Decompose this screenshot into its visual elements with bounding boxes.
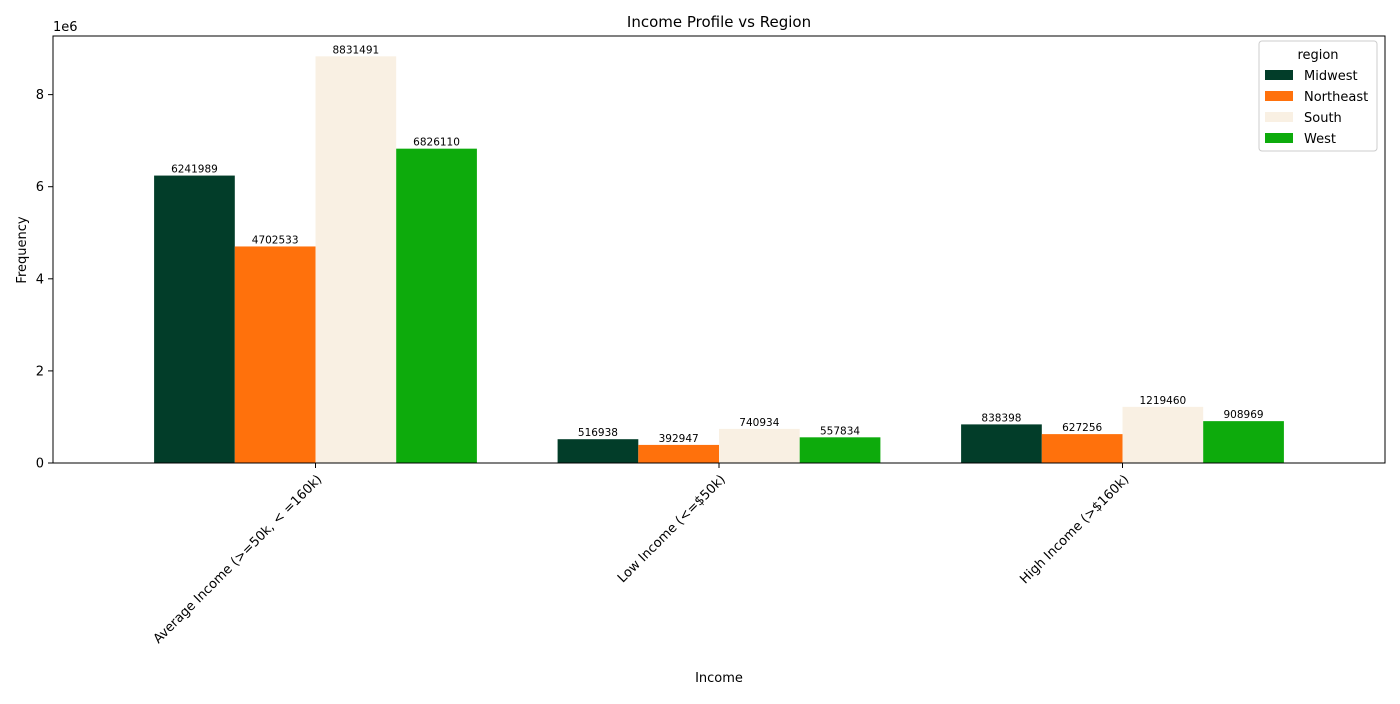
data-label-midwest-0: 6241989 [171,164,218,176]
plot-frame [52,35,1386,464]
legend-title: region [1297,48,1338,63]
data-label-northeast-2: 627256 [1062,422,1102,434]
legend-items: Midwest Northeast South West [1265,69,1368,147]
legend-label-west: West [1304,132,1336,147]
y-tick-label-4: 8 [36,88,44,103]
y-tick-label-3: 6 [36,180,44,195]
bar-northeast-2 [1041,434,1123,463]
x-axis-label: Income [695,671,743,686]
legend-label-northeast: Northeast [1304,90,1368,105]
legend-swatch-northeast [1265,91,1293,101]
data-label-northeast-0: 4702533 [252,234,299,246]
y-axis-label: Frequency [15,216,30,283]
bar-south-1 [719,428,800,463]
bars-layer [154,56,1284,464]
bar-west-0 [396,148,477,464]
data-label-south-0: 8831491 [332,44,379,56]
bar-south-0 [315,56,397,463]
data-label-northeast-1: 392947 [659,433,699,445]
data-label-west-1: 557834 [820,425,860,437]
y-tick-label-1: 2 [36,364,44,379]
legend-swatch-south [1265,112,1293,122]
data-labels-layer: 6241989 516938 838398 4702533 392947 627256 88… [171,44,1264,445]
legend: region Midwest Northeast South West [1258,40,1378,152]
bar-west-2 [1203,421,1284,463]
data-label-south-1: 740934 [739,417,779,429]
data-label-midwest-2: 838398 [981,412,1021,424]
legend-box [1258,40,1378,152]
data-label-west-0: 6826110 [413,137,460,149]
y-tick-label-0: 0 [36,457,44,472]
data-label-west-2: 908969 [1224,409,1264,421]
data-label-south-2: 1219460 [1139,395,1186,407]
legend-label-midwest: Midwest [1304,69,1358,84]
bar-midwest-1 [557,439,639,463]
legend-swatch-midwest [1265,70,1293,80]
y-tick-label-2: 4 [36,272,44,287]
bar-west-1 [799,437,881,463]
bar-south-2 [1122,406,1204,463]
y-offset-label: 1e6 [53,20,78,35]
y-ticks-layer: 0 2 4 6 8 [36,88,53,472]
chart-title: Income Profile vs Region [627,13,811,31]
bar-northeast-0 [234,246,316,463]
bar-midwest-2 [961,424,1042,463]
legend-swatch-west [1265,133,1293,143]
bar-midwest-0 [154,175,235,463]
data-label-midwest-1: 516938 [578,427,618,439]
legend-label-south: South [1304,111,1342,126]
bar-northeast-1 [638,444,719,463]
